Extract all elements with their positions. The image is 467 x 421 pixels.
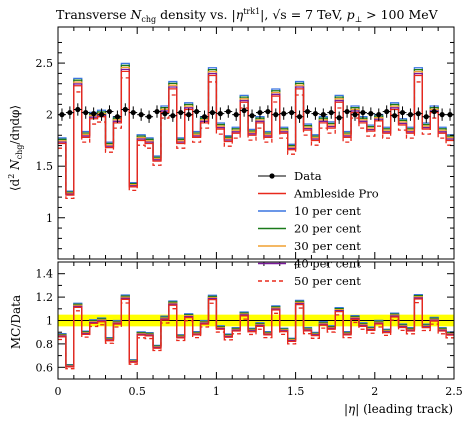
xtick-label: 1.5	[287, 385, 305, 398]
data-point	[201, 114, 208, 120]
ratio-panel: 0.6 0.8 1 1.2 1.4 0 0.5 1 1.5 2 2.5	[36, 261, 463, 398]
ytick-label: 1	[46, 315, 53, 328]
data-point	[336, 115, 342, 121]
ytick-label: 2.5	[36, 57, 54, 70]
chart-title: Transverse Nchg density vs. |ηtrk1|, √s …	[56, 7, 439, 24]
data-point	[360, 109, 366, 116]
xtick-label: 2.5	[445, 385, 463, 398]
data-point	[415, 111, 421, 117]
data-point	[241, 107, 247, 114]
data-point	[368, 111, 374, 117]
data-point	[376, 112, 382, 118]
main-panel: 1 1.5 2 2.5	[36, 26, 455, 260]
xtick-label: 0.5	[128, 385, 146, 398]
data-point	[423, 114, 429, 120]
data-point	[114, 114, 120, 120]
data-point	[320, 112, 326, 118]
xtick-label: 1	[213, 385, 220, 398]
ytick-label: 1	[46, 212, 53, 225]
data-point	[170, 113, 176, 119]
data-point	[399, 109, 406, 116]
legend-50-per-cent-label: 50 per cent	[294, 274, 361, 288]
legend-30-per-cent-label: 30 per cent	[294, 239, 361, 253]
legend-20-per-cent-label: 20 per cent	[294, 222, 361, 236]
data-point	[273, 112, 279, 118]
data-point	[407, 112, 414, 118]
data-point	[439, 112, 445, 118]
ytick-label: 1.5	[36, 160, 54, 173]
data-point	[352, 112, 358, 118]
series-50-per-cent-line	[58, 77, 454, 200]
data-point	[106, 108, 113, 115]
data-point	[265, 108, 271, 115]
legend-data-label: Data	[294, 169, 322, 183]
data-point	[146, 114, 152, 120]
data-point	[257, 109, 263, 116]
ytick-label: 2	[46, 109, 53, 122]
data-point	[431, 108, 437, 115]
data-point	[194, 108, 200, 115]
data-point	[296, 114, 303, 120]
data-point	[130, 109, 136, 116]
data-point	[217, 111, 223, 117]
legend-data-marker	[269, 173, 275, 179]
ytick-label: 1.2	[36, 291, 54, 304]
data-point	[98, 112, 105, 118]
data-point	[249, 113, 255, 119]
data-point	[178, 109, 184, 116]
data-point	[344, 108, 350, 115]
main-ylabel: ⟨d2 Nchg/dηdφ⟩	[7, 105, 24, 191]
legend: Data Ambleside Pro 10 per cent 20 per cent 3…	[258, 169, 379, 288]
data-point	[392, 113, 398, 119]
data-point	[289, 109, 295, 116]
ratio-xlabel: |η| (leading track)	[344, 402, 453, 416]
data-point	[281, 111, 287, 117]
legend-ambleside-pro-label: Ambleside Pro	[293, 187, 379, 201]
data-point	[162, 111, 168, 117]
data-point	[154, 108, 160, 115]
ytick-label: 1.4	[36, 268, 54, 281]
data-point	[83, 109, 89, 116]
data-point	[138, 112, 144, 118]
series-ambleside-pro-line	[58, 70, 454, 196]
ytick-label: 0.6	[36, 361, 54, 374]
legend-10-per-cent-label: 10 per cent	[294, 204, 361, 218]
data-point	[312, 111, 318, 117]
data-point	[233, 112, 239, 118]
ratio-ylabel: MC/Data	[9, 295, 23, 349]
data-point	[186, 112, 192, 118]
data-point	[67, 109, 73, 116]
main-frame	[57, 26, 455, 260]
data-point	[225, 108, 231, 115]
data-point	[384, 108, 390, 115]
xtick-label: 2	[371, 385, 378, 398]
data-point	[304, 108, 311, 115]
ytick-label: 0.8	[36, 338, 54, 351]
legend-40-per-cent-label: 40 per cent	[294, 257, 361, 271]
data-point	[209, 109, 216, 116]
data-point	[122, 106, 128, 113]
xtick-label: 0	[55, 385, 62, 398]
data-point	[328, 109, 334, 116]
data-point	[75, 106, 81, 113]
ratio-ambleside-pro-line	[58, 298, 454, 368]
data-point	[91, 111, 97, 117]
